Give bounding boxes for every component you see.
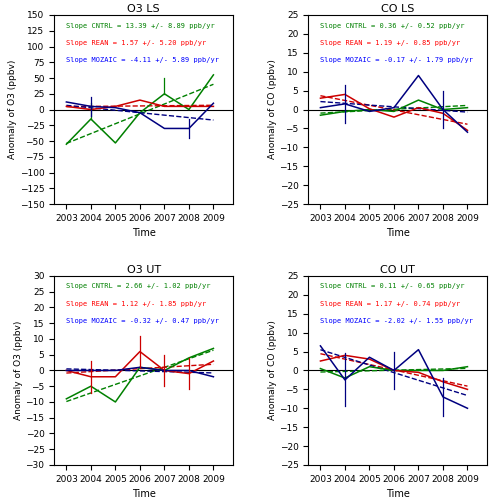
Text: Slope CNTRL = 0.36 +/- 0.52 ppb/yr: Slope CNTRL = 0.36 +/- 0.52 ppb/yr [320, 22, 465, 28]
Text: Slope CNTRL = 13.39 +/- 8.89 ppb/yr: Slope CNTRL = 13.39 +/- 8.89 ppb/yr [66, 22, 215, 28]
Text: Slope CNTRL = 0.11 +/- 0.65 ppb/yr: Slope CNTRL = 0.11 +/- 0.65 ppb/yr [320, 284, 465, 290]
Text: Slope CNTRL = 2.66 +/- 1.02 ppb/yr: Slope CNTRL = 2.66 +/- 1.02 ppb/yr [66, 284, 211, 290]
X-axis label: Time: Time [386, 490, 409, 500]
Text: Slope REAN = 1.19 +/- 0.85 ppb/yr: Slope REAN = 1.19 +/- 0.85 ppb/yr [320, 40, 461, 46]
Title: O3 UT: O3 UT [126, 265, 160, 275]
X-axis label: Time: Time [386, 228, 409, 238]
Y-axis label: Anomaly of O3 (ppbv): Anomaly of O3 (ppbv) [14, 321, 23, 420]
Text: Slope REAN = 1.17 +/- 0.74 ppb/yr: Slope REAN = 1.17 +/- 0.74 ppb/yr [320, 300, 461, 306]
Y-axis label: Anomaly of O3 (ppbv): Anomaly of O3 (ppbv) [8, 60, 17, 159]
Title: O3 LS: O3 LS [127, 4, 160, 14]
Title: CO UT: CO UT [380, 265, 415, 275]
X-axis label: Time: Time [132, 228, 155, 238]
Text: Slope MOZAIC = -0.32 +/- 0.47 ppb/yr: Slope MOZAIC = -0.32 +/- 0.47 ppb/yr [66, 318, 219, 324]
Text: Slope MOZAIC = -0.17 +/- 1.79 ppb/yr: Slope MOZAIC = -0.17 +/- 1.79 ppb/yr [320, 56, 473, 62]
X-axis label: Time: Time [132, 490, 155, 500]
Title: CO LS: CO LS [381, 4, 414, 14]
Text: Slope REAN = 1.12 +/- 1.85 ppb/yr: Slope REAN = 1.12 +/- 1.85 ppb/yr [66, 300, 207, 306]
Y-axis label: Anomaly of CO (ppbv): Anomaly of CO (ppbv) [268, 320, 277, 420]
Text: Slope MOZAIC = -2.02 +/- 1.55 ppb/yr: Slope MOZAIC = -2.02 +/- 1.55 ppb/yr [320, 318, 473, 324]
Text: Slope REAN = 1.57 +/- 5.20 ppb/yr: Slope REAN = 1.57 +/- 5.20 ppb/yr [66, 40, 207, 46]
Text: Slope MOZAIC = -4.11 +/- 5.89 ppb/yr: Slope MOZAIC = -4.11 +/- 5.89 ppb/yr [66, 56, 219, 62]
Y-axis label: Anomaly of CO (ppbv): Anomaly of CO (ppbv) [268, 60, 277, 160]
